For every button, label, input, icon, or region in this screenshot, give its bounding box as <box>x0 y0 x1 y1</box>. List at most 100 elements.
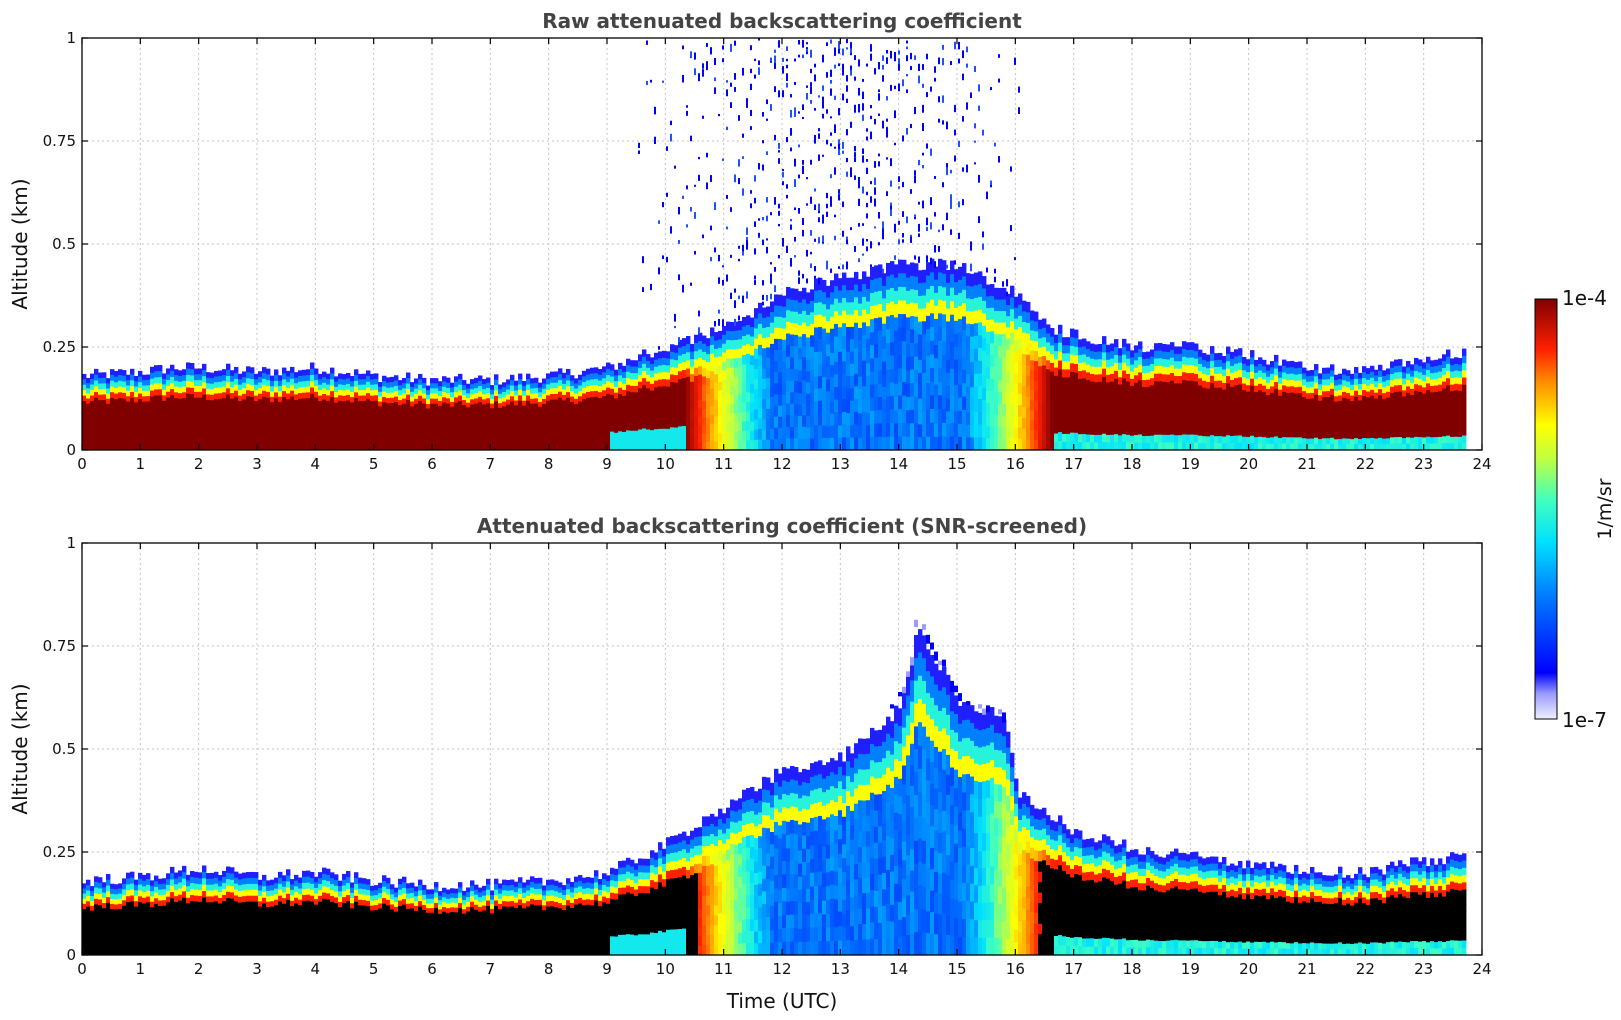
heatmap-cell <box>530 444 535 450</box>
heatmap-cell <box>894 277 899 292</box>
heatmap-cell <box>374 428 379 435</box>
heatmap-cell <box>1190 342 1195 351</box>
heatmap-cell <box>866 338 871 352</box>
heatmap-cell <box>634 366 639 374</box>
heatmap-cell <box>502 411 507 417</box>
heatmap-cell <box>318 428 323 435</box>
heatmap-cell <box>1146 351 1151 360</box>
heatmap-cell <box>118 392 123 399</box>
heatmap-cell <box>1038 431 1043 442</box>
heatmap-cell <box>338 428 343 435</box>
heatmap-cell <box>1182 418 1187 428</box>
heatmap-cell <box>846 376 851 390</box>
heatmap-cell <box>1242 403 1247 411</box>
heatmap-cell <box>158 425 163 433</box>
heatmap-cell <box>902 382 907 397</box>
heatmap-cell <box>1086 395 1091 405</box>
heatmap-cell <box>774 405 779 418</box>
heatmap-cell <box>654 394 659 403</box>
noise-speck <box>886 118 888 122</box>
heatmap-cell <box>898 259 903 274</box>
heatmap-cell <box>126 439 131 446</box>
heatmap-cell <box>1218 401 1223 409</box>
noise-speck <box>890 180 892 187</box>
heatmap-cell <box>362 439 367 446</box>
heatmap-cell <box>482 399 487 406</box>
heatmap-cell <box>722 423 727 433</box>
heatmap-cell <box>886 276 891 291</box>
heatmap-cell <box>166 385 171 393</box>
noise-speck <box>798 144 800 148</box>
heatmap-cell <box>1118 420 1123 429</box>
heatmap-cell <box>514 420 519 426</box>
heatmap-cell <box>82 373 87 380</box>
heatmap-cell <box>914 276 919 291</box>
heatmap-cell <box>1290 360 1295 368</box>
heatmap-cell <box>1046 387 1051 397</box>
noise-speck <box>734 40 736 46</box>
heatmap-cell <box>734 394 739 405</box>
heatmap-cell <box>274 398 279 405</box>
heatmap-cell <box>402 383 407 389</box>
heatmap-cell <box>666 393 671 402</box>
heatmap-cell <box>838 413 843 427</box>
heatmap-cell <box>350 407 355 414</box>
heatmap-cell <box>1062 337 1067 346</box>
heatmap-cell <box>386 408 391 415</box>
noise-speck <box>1006 279 1008 287</box>
heatmap-cell <box>466 407 471 413</box>
heatmap-cell <box>730 440 735 450</box>
heatmap-cell <box>570 428 575 435</box>
heatmap-cell <box>1086 341 1091 350</box>
heatmap-cell <box>178 381 183 389</box>
heatmap-cell <box>1074 372 1079 382</box>
heatmap-cell <box>1078 378 1083 388</box>
heatmap-cell <box>1194 419 1199 428</box>
heatmap-cell <box>1114 434 1119 443</box>
heatmap-cell <box>910 316 915 331</box>
heatmap-cell <box>1226 368 1231 377</box>
heatmap-cell <box>946 347 951 361</box>
heatmap-cell <box>1142 422 1147 430</box>
heatmap-cell <box>814 376 819 390</box>
heatmap-cell <box>1110 366 1115 375</box>
heatmap-cell <box>250 420 255 427</box>
heatmap-cell <box>126 385 131 392</box>
heatmap-cell <box>1202 443 1207 450</box>
heatmap-cell <box>210 405 215 412</box>
heatmap-cell <box>82 444 87 450</box>
heatmap-cell <box>154 395 159 403</box>
heatmap-cell <box>1210 398 1215 407</box>
noise-speck <box>778 158 780 164</box>
heatmap-cell <box>142 428 147 435</box>
heatmap-cell <box>170 437 175 445</box>
heatmap-cell <box>494 439 499 446</box>
heatmap-cell <box>978 296 983 311</box>
heatmap-cell <box>1102 336 1107 345</box>
heatmap-cell <box>610 419 615 427</box>
noise-speck <box>930 148 932 156</box>
heatmap-cell <box>842 310 847 324</box>
heatmap-cell <box>1302 438 1307 445</box>
heatmap-cell <box>866 388 871 402</box>
heatmap-cell <box>446 424 451 430</box>
heatmap-cell <box>790 322 795 336</box>
heatmap-cell <box>1250 435 1255 444</box>
heatmap-cell <box>354 409 359 417</box>
heatmap-cell <box>170 425 175 433</box>
noise-speck <box>874 118 876 125</box>
heatmap-cell <box>830 401 835 415</box>
heatmap-cell <box>810 381 815 394</box>
heatmap-cell <box>302 421 307 428</box>
heatmap-cell <box>310 399 315 407</box>
heatmap-cell <box>174 369 179 376</box>
noise-speck <box>830 39 832 44</box>
heatmap-cell <box>878 290 883 305</box>
heatmap-cell <box>918 295 923 310</box>
heatmap-cell <box>1182 356 1187 366</box>
heatmap-cell <box>702 384 707 394</box>
heatmap-cell <box>126 412 131 419</box>
heatmap-cell <box>334 428 339 435</box>
heatmap-cell <box>1286 399 1291 407</box>
heatmap-cell <box>126 374 131 381</box>
